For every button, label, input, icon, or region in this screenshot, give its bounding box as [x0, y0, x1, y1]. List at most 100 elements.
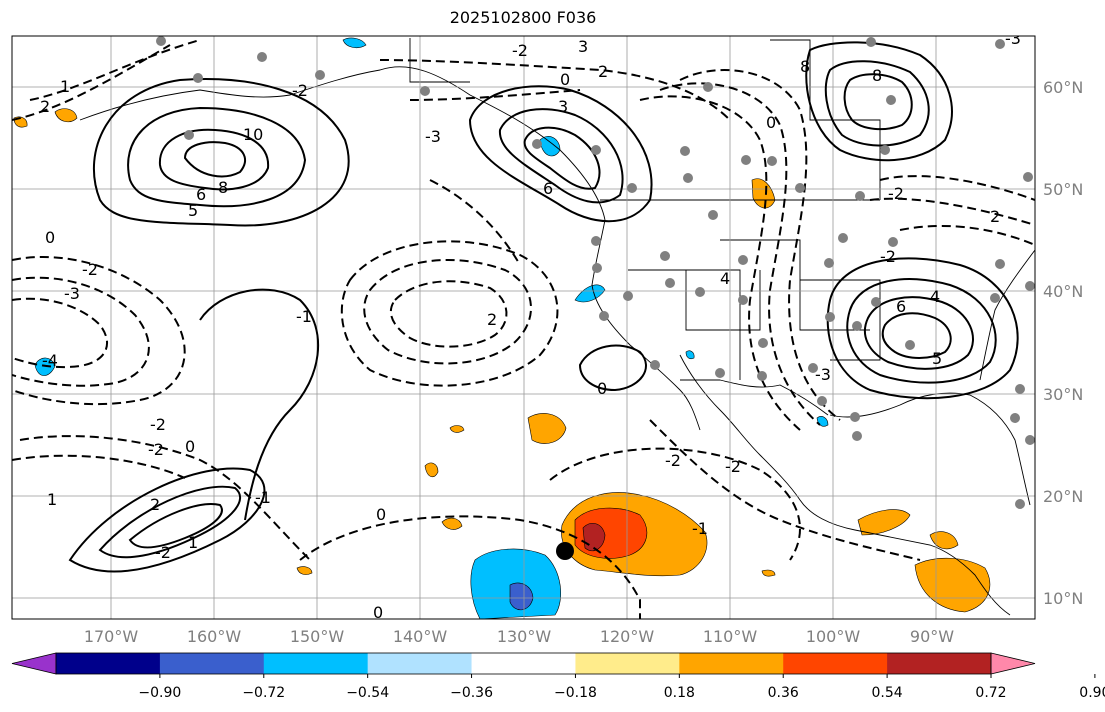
- colorbar-tick-label: 0.36: [768, 685, 799, 701]
- colorbar-swatch: [783, 653, 888, 674]
- contour-label: -2: [292, 81, 308, 100]
- contour-label: 4: [930, 287, 940, 306]
- contour-label: 6: [543, 179, 553, 198]
- lat-label: 60°N: [1043, 78, 1083, 97]
- contour-label: 8: [218, 178, 228, 197]
- colorbar-extend-high: [990, 652, 1036, 675]
- colorbar-tick-label: −0.54: [346, 685, 389, 701]
- colorbar-swatch: [575, 653, 680, 674]
- contour-label: 0: [185, 437, 195, 456]
- shade-small-2: [424, 462, 439, 478]
- map-frame: [11, 35, 1036, 620]
- shade-small-4: [296, 566, 313, 575]
- storm-position-marker: [556, 542, 574, 560]
- colorbar-extend-low: [11, 652, 57, 675]
- contour-label: 0: [376, 505, 386, 524]
- contour-label: -2: [665, 451, 681, 470]
- station-markers: [156, 36, 1035, 509]
- lat-label: 20°N: [1043, 487, 1083, 506]
- lon-label: 90°W: [910, 627, 954, 646]
- colorbar: −0.90 −0.72 −0.54 −0.36 −0.18 0.18 0.36 0.54 0.7…: [11, 652, 1105, 701]
- contour-label: -2: [512, 41, 528, 60]
- longitude-axis: 170°W 160°W 150°W 140°W 130°W 120°W 110°…: [84, 627, 954, 646]
- contour-label: 6: [196, 185, 206, 204]
- lat-label: 40°N: [1043, 282, 1083, 301]
- contour-label: 0: [597, 379, 607, 398]
- colorbar-swatch: [679, 653, 784, 674]
- contour-label: 2: [40, 97, 50, 116]
- contour-label: -2: [148, 440, 164, 459]
- colorbar-tick-label: −0.90: [138, 685, 181, 701]
- contour-label: 10: [243, 125, 263, 144]
- contour-label: 1: [60, 77, 70, 96]
- contour-label: 2: [598, 62, 608, 81]
- colorbar-swatch: [471, 653, 576, 674]
- colorbar-swatch: [367, 653, 473, 674]
- contour-label: -1: [296, 307, 312, 326]
- lon-label: 130°W: [497, 627, 552, 646]
- colorbar-tick-label: 0.54: [872, 685, 903, 701]
- border-states-1: [628, 269, 741, 380]
- border-states-3: [720, 239, 870, 331]
- colorbar-swatch: [159, 653, 265, 674]
- contour-label: 0: [766, 113, 776, 132]
- contour-label: 6: [896, 297, 906, 316]
- contour-label: 2: [990, 207, 1000, 226]
- colorbar-tick-label: −0.72: [242, 685, 285, 701]
- colorbar-tick-label: −0.36: [450, 685, 493, 701]
- contour-label: 0: [373, 603, 383, 622]
- shade-negative-california: [574, 284, 606, 303]
- coastline-baja: [679, 354, 1011, 616]
- lon-label: 100°W: [806, 627, 861, 646]
- contour-label: 4: [720, 269, 730, 288]
- colorbar-outline: [55, 652, 992, 675]
- shade-negative-top: [342, 37, 367, 49]
- contour-label: -3: [815, 365, 831, 384]
- lon-label: 120°W: [600, 627, 655, 646]
- contour-label: 0: [45, 228, 55, 247]
- coastline-layer: [79, 38, 1035, 616]
- lon-label: 170°W: [84, 627, 139, 646]
- contour-label: 3: [578, 37, 588, 56]
- contour-label: -2: [888, 184, 904, 203]
- lat-label: 10°N: [1043, 589, 1083, 608]
- shade-small-3: [441, 517, 463, 530]
- contour-label: 8: [872, 66, 882, 85]
- colorbar-tick-label: −0.18: [554, 685, 597, 701]
- shade-small-7: [685, 350, 695, 360]
- coastline-gulf: [829, 392, 1031, 506]
- colorbar-swatch: [263, 653, 369, 674]
- coastline-alaska: [79, 66, 606, 221]
- contour-label: -3: [1005, 29, 1021, 48]
- contour-label: 8: [800, 57, 810, 76]
- lat-label: 50°N: [1043, 180, 1083, 199]
- colorbar-tick-label: 0.18: [664, 685, 695, 701]
- contour-label: -2: [880, 247, 896, 266]
- shade-positive-nw: [54, 108, 78, 123]
- border-states-2: [685, 270, 761, 331]
- contour-label: -3: [64, 284, 80, 303]
- map-title: 2025102800 F036: [449, 8, 597, 27]
- contour-label: 1: [47, 490, 57, 509]
- border-states-5: [770, 39, 881, 200]
- map-plot-area: 1 2 10 8 6 5 0 -2 -3 -4 3 2 -2 0 -2 -3 2…: [11, 29, 1036, 622]
- colorbar-swatch: [887, 653, 992, 674]
- contour-label: -2: [150, 415, 166, 434]
- lon-label: 140°W: [393, 627, 448, 646]
- contour-label: 5: [188, 201, 198, 220]
- contour-label: 0: [560, 70, 570, 89]
- colorbar-swatch: [56, 653, 161, 674]
- shade-small-5: [761, 569, 776, 577]
- contour-label: 3: [558, 97, 568, 116]
- border-alaska: [409, 38, 470, 83]
- coastline-east: [979, 249, 1035, 381]
- dashed-contours: [12, 39, 1035, 619]
- latitude-axis: 60°N 50°N 40°N 30°N 20°N 10°N: [1043, 78, 1083, 608]
- shade-small-1: [449, 425, 465, 433]
- contour-label: 1: [188, 533, 198, 552]
- shade-positive-small-1: [527, 413, 567, 444]
- contour-label: -2: [82, 260, 98, 279]
- lon-label: 150°W: [290, 627, 345, 646]
- contour-label: 2: [150, 495, 160, 514]
